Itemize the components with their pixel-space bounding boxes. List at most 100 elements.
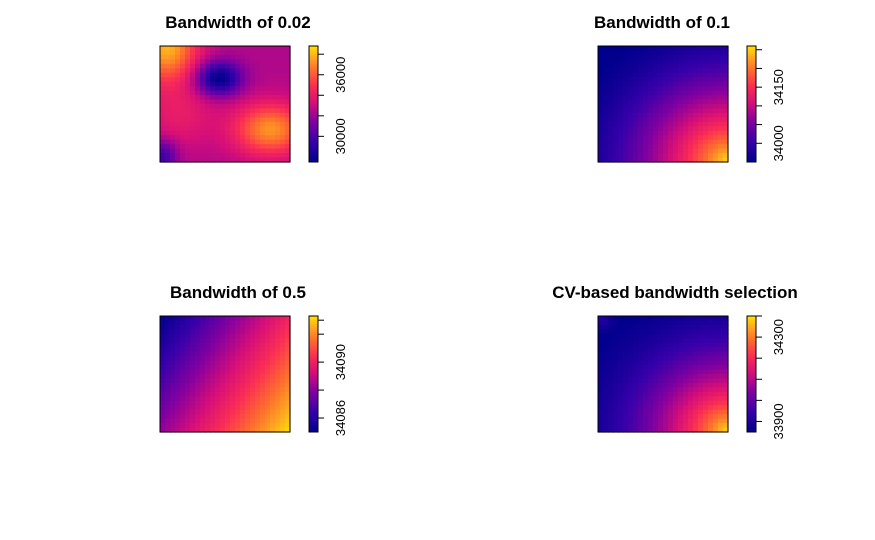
heatmap-cell: [708, 391, 714, 397]
colorbar-frame: [308, 315, 319, 433]
colorbar-strip: [747, 333, 756, 336]
heatmap-cell: [723, 405, 729, 411]
heatmap-cell: [613, 365, 619, 371]
heatmap-cell: [613, 427, 619, 433]
heatmap-cell: [683, 72, 689, 78]
heatmap-cell: [653, 356, 659, 362]
heatmap-cell: [668, 126, 674, 132]
heatmap-cell: [235, 46, 241, 52]
heatmap-cell: [713, 59, 719, 65]
heatmap-cell: [185, 157, 191, 163]
heatmap-cell: [170, 135, 176, 141]
heatmap-cell: [230, 148, 236, 154]
heatmap-cell: [658, 378, 664, 384]
heatmap-cell: [230, 112, 236, 118]
heatmap-cell: [180, 338, 186, 344]
heatmap-cell: [688, 121, 694, 127]
heatmap-cell: [678, 126, 684, 132]
heatmap-cell: [668, 333, 674, 339]
heatmap-cell: [190, 157, 196, 163]
heatmap-cell: [693, 409, 699, 415]
heatmap-cell: [165, 333, 171, 339]
heatmap-cell: [260, 329, 266, 335]
heatmap-cell: [633, 139, 639, 145]
heatmap-cell: [698, 320, 704, 326]
heatmap-cell: [180, 387, 186, 393]
heatmap-cell: [160, 135, 166, 141]
heatmap-cell: [220, 338, 226, 344]
heatmap-cell: [275, 148, 281, 154]
colorbar-strip: [309, 133, 318, 136]
heatmap-cell: [718, 369, 724, 375]
heatmap-cell: [245, 329, 251, 335]
heatmap-cell: [628, 356, 634, 362]
heatmap-cell: [623, 409, 629, 415]
heatmap-cell: [648, 391, 654, 397]
heatmap-cell: [265, 90, 271, 96]
heatmap-cell: [723, 81, 729, 87]
heatmap-cell: [285, 369, 291, 375]
colorbar-strip: [309, 333, 318, 336]
heatmap-cell: [260, 414, 266, 420]
heatmap-cell: [698, 50, 704, 56]
heatmap-cell: [230, 329, 236, 335]
heatmap-cell: [270, 414, 276, 420]
colorbar-strip: [747, 109, 756, 113]
heatmap-cell: [220, 409, 226, 415]
heatmap-cell: [235, 347, 241, 353]
heatmap-cell: [598, 63, 604, 69]
heatmap-cell: [698, 68, 704, 74]
heatmap-cell: [653, 351, 659, 357]
heatmap-cell: [703, 135, 709, 141]
heatmap-cell: [275, 338, 281, 344]
heatmap-cell: [220, 396, 226, 402]
heatmap-cell: [240, 387, 246, 393]
heatmap-cell: [285, 414, 291, 420]
heatmap-cell: [688, 356, 694, 362]
heatmap-cell: [618, 378, 624, 384]
heatmap-cell: [185, 414, 191, 420]
heatmap-cell: [648, 63, 654, 69]
heatmap-cell: [220, 387, 226, 393]
heatmap-cell: [200, 374, 206, 380]
heatmap-cell: [618, 320, 624, 326]
heatmap-cell: [260, 342, 266, 348]
heatmap-cell: [215, 130, 221, 136]
heatmap-cell: [240, 139, 246, 145]
heatmap-cell: [250, 351, 256, 357]
heatmap-cell: [180, 324, 186, 330]
heatmap-cell: [250, 59, 256, 65]
heatmap-cell: [230, 144, 236, 150]
heatmap-cell: [663, 423, 669, 429]
heatmap-cell: [663, 405, 669, 411]
heatmap-cell: [220, 63, 226, 69]
heatmap-cell: [205, 329, 211, 335]
heatmap-cell: [683, 144, 689, 150]
heatmap-cell: [618, 382, 624, 388]
heatmap-cell: [673, 54, 679, 60]
heatmap-cell: [623, 427, 629, 433]
colorbar-strip: [747, 339, 756, 342]
heatmap-cell: [170, 99, 176, 105]
heatmap-cell: [638, 153, 644, 159]
heatmap-cell: [608, 320, 614, 326]
heatmap-cell: [270, 351, 276, 357]
heatmap-cell: [663, 400, 669, 406]
heatmap-cell: [618, 68, 624, 74]
heatmap-cell: [618, 144, 624, 150]
heatmap-cell: [643, 374, 649, 380]
heatmap-cell: [200, 72, 206, 78]
heatmap-cell: [205, 374, 211, 380]
heatmap-cell: [698, 316, 704, 322]
heatmap-cell: [628, 382, 634, 388]
heatmap-cell: [220, 112, 226, 118]
heatmap-cell: [265, 378, 271, 384]
heatmap-cell: [175, 405, 181, 411]
heatmap-cell: [165, 378, 171, 384]
heatmap-cell: [673, 391, 679, 397]
colorbar-strip: [747, 387, 756, 390]
heatmap-cell: [693, 418, 699, 424]
heatmap-cell: [693, 342, 699, 348]
heatmap-cell: [683, 90, 689, 96]
